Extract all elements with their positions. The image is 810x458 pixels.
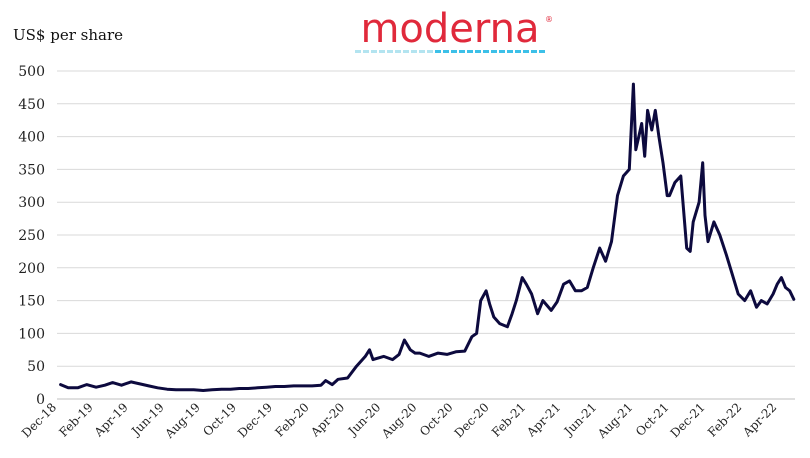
x-tick-label: Dec-19 bbox=[235, 400, 275, 440]
y-tick-label: 150 bbox=[18, 294, 45, 310]
y-tick-labels: 0 50 100 150 200 250 300 350 400 450 500 bbox=[18, 64, 45, 408]
moderna-logo: moderna ® bbox=[355, 6, 553, 53]
y-tick-label: 250 bbox=[18, 228, 45, 244]
x-tick-label: Jun-19 bbox=[128, 400, 167, 439]
x-tick-label: Feb-20 bbox=[272, 400, 311, 439]
x-tick-label: Dec-20 bbox=[452, 400, 492, 440]
logo-underline-dash bbox=[411, 50, 417, 53]
logo-underline-dash bbox=[523, 50, 529, 53]
logo-underline-dash bbox=[419, 50, 425, 53]
x-tick-labels: Dec-18Feb-19Apr-19Jun-19Aug-19Oct-19Dec-… bbox=[19, 400, 779, 441]
logo-underline-dash bbox=[355, 50, 361, 53]
logo-underline bbox=[355, 50, 545, 53]
x-tick-label: Aug-20 bbox=[378, 400, 419, 441]
x-tick-label: Oct-19 bbox=[200, 400, 239, 439]
logo-trademark: ® bbox=[545, 15, 553, 24]
logo-underline-dash bbox=[459, 50, 465, 53]
logo-underline-dash bbox=[387, 50, 393, 53]
x-tick-label: Oct-20 bbox=[417, 400, 456, 439]
logo-underline-dash bbox=[435, 50, 441, 53]
x-tick-label: Apr-20 bbox=[307, 400, 347, 440]
x-tick-label: Aug-21 bbox=[594, 400, 635, 441]
logo-underline-dash bbox=[467, 50, 473, 53]
logo-underline-dash bbox=[451, 50, 457, 53]
x-tick-label: Jun-20 bbox=[344, 400, 383, 439]
x-tick-label: Apr-19 bbox=[91, 400, 131, 440]
logo-underline-dash bbox=[531, 50, 537, 53]
y-tick-label: 0 bbox=[36, 392, 45, 408]
logo-underline-dash bbox=[443, 50, 449, 53]
logo-underline-dash bbox=[499, 50, 505, 53]
x-tick-label: Apr-21 bbox=[523, 400, 563, 440]
logo-underline-dash bbox=[539, 50, 545, 53]
x-tick-label: Aug-19 bbox=[162, 400, 203, 441]
y-tick-label: 450 bbox=[18, 97, 45, 113]
logo-underline-dash bbox=[507, 50, 513, 53]
y-tick-label: 500 bbox=[18, 64, 45, 80]
x-tick-label: Apr-22 bbox=[739, 400, 779, 440]
x-tick-label: Feb-21 bbox=[489, 400, 528, 439]
y-tick-label: 50 bbox=[27, 359, 45, 375]
x-tick-label: Dec-21 bbox=[668, 400, 708, 440]
y-tick-label: 300 bbox=[18, 195, 45, 211]
x-tick-label: Feb-22 bbox=[705, 400, 744, 439]
logo-underline-dash bbox=[491, 50, 497, 53]
logo-underline-dash bbox=[427, 50, 433, 53]
logo-underline-dash bbox=[475, 50, 481, 53]
y-tick-label: 350 bbox=[18, 162, 45, 178]
logo-underline-dash bbox=[403, 50, 409, 53]
gridlines bbox=[57, 70, 795, 367]
y-axis-label: US$ per share bbox=[13, 26, 123, 44]
y-tick-label: 400 bbox=[18, 130, 45, 146]
logo-wordmark: moderna bbox=[360, 6, 539, 52]
y-tick-label: 100 bbox=[18, 326, 45, 342]
logo-underline-dash bbox=[515, 50, 521, 53]
y-tick-label: 200 bbox=[18, 261, 45, 277]
logo-underline-dash bbox=[395, 50, 401, 53]
logo-underline-dash bbox=[379, 50, 385, 53]
logo-underline-dash bbox=[371, 50, 377, 53]
logo-underline-dash bbox=[363, 50, 369, 53]
x-tick-label: Jun-21 bbox=[560, 400, 599, 439]
logo-underline-dash bbox=[483, 50, 489, 53]
x-tick-label: Oct-21 bbox=[633, 400, 672, 439]
x-tick-label: Feb-19 bbox=[56, 400, 95, 439]
series-line-share-price bbox=[59, 82, 796, 392]
